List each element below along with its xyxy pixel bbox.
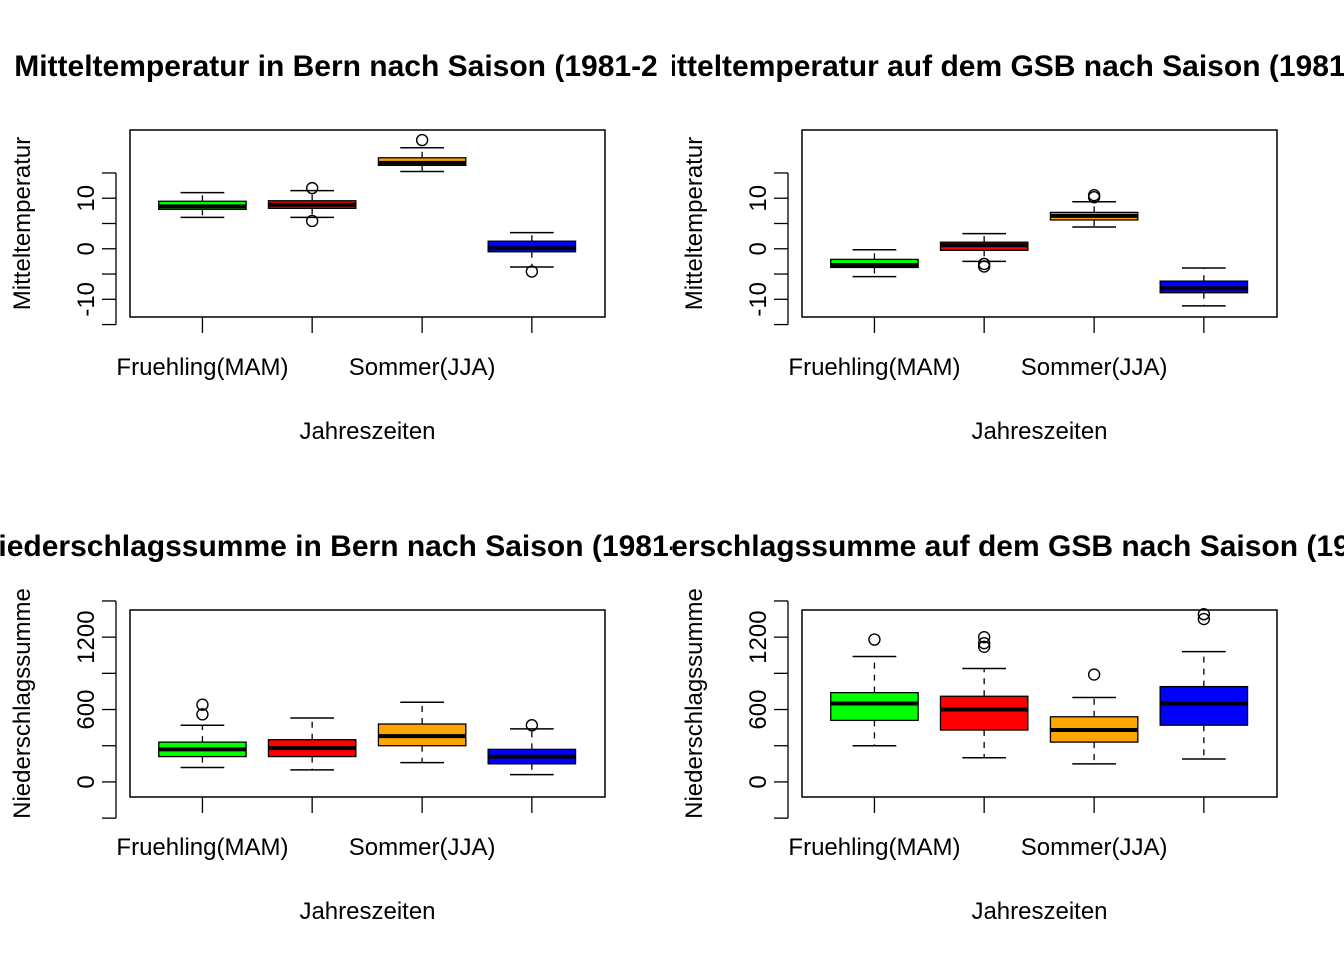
x-axis-label: Jahreszeiten — [299, 898, 435, 925]
outlier-point — [196, 708, 209, 721]
box-4 — [487, 231, 577, 278]
outlier-point — [977, 640, 991, 653]
x-tick-label: Sommer(JJA) — [349, 354, 496, 381]
y-tick-label: 10 — [73, 185, 100, 212]
box-4 — [487, 719, 577, 776]
box-2 — [939, 630, 1029, 759]
y-tick-label: 0 — [73, 242, 100, 255]
box-1 — [158, 191, 247, 219]
chart-panel-4: Niederschlagssumme auf dem GSB nach Sais… — [606, 530, 1344, 925]
y-tick-label: 600 — [73, 690, 100, 730]
outlier-point — [977, 260, 991, 273]
x-tick-label: Fruehling(MAM) — [788, 834, 960, 861]
box-iqr — [939, 695, 1029, 731]
y-tick-label: -10 — [73, 282, 100, 317]
y-tick-label: 1200 — [745, 610, 772, 663]
y-tick-label: 0 — [745, 775, 772, 788]
x-axis: Fruehling(MAM) Sommer(JJA) — [116, 797, 533, 861]
chart-title: Niederschlagssumme auf dem GSB nach Sais… — [606, 530, 1344, 563]
box-2 — [939, 232, 1029, 273]
chart-panel-3: Niederschlagssumme in Bern nach Saison (… — [0, 530, 695, 925]
outlier-point — [977, 257, 991, 271]
y-axis-label: Niederschlagssumme — [9, 588, 36, 819]
y-tick-label: 10 — [745, 185, 772, 212]
y-axis: -10 0 10 — [745, 172, 789, 326]
outlier-point — [1197, 608, 1211, 621]
chart-title: Mitteltemperatur in Bern nach Saison (19… — [14, 50, 658, 83]
outlier-point — [525, 719, 539, 732]
box-iqr — [830, 691, 919, 722]
box-iqr — [1159, 685, 1249, 726]
box-3 — [1049, 668, 1139, 765]
box-1 — [830, 249, 919, 278]
x-axis-label: Jahreszeiten — [971, 418, 1107, 445]
y-axis-label: Mitteltemperatur — [9, 137, 36, 310]
y-axis-label: Niederschlagssumme — [681, 588, 708, 819]
outlier-point — [868, 633, 881, 646]
outlier-point — [1087, 188, 1101, 202]
box-3 — [377, 133, 467, 173]
chart-panel-2: Mitteltemperatur auf dem GSB nach Saison… — [644, 50, 1344, 445]
box-2 — [267, 717, 357, 771]
x-axis-label: Jahreszeiten — [971, 898, 1107, 925]
box-3 — [1049, 188, 1139, 228]
x-tick-label: Sommer(JJA) — [1021, 354, 1168, 381]
box-4 — [1159, 608, 1249, 760]
x-axis: Fruehling(MAM) Sommer(JJA) — [788, 317, 1205, 381]
x-axis: Fruehling(MAM) Sommer(JJA) — [116, 317, 533, 381]
plot-frame — [129, 129, 606, 318]
x-tick-label: Fruehling(MAM) — [116, 834, 288, 861]
y-axis: -10 0 10 — [73, 172, 117, 326]
outlier-point — [305, 214, 319, 228]
box-4 — [1159, 267, 1249, 307]
chart-panel-1: Mitteltemperatur in Bern nach Saison (19… — [9, 50, 658, 445]
y-tick-label: 0 — [73, 775, 100, 788]
box-1 — [830, 633, 919, 747]
x-axis-label: Jahreszeiten — [299, 418, 435, 445]
outlier-point — [196, 698, 209, 711]
x-axis: Fruehling(MAM) Sommer(JJA) — [788, 797, 1205, 861]
plot-frame — [129, 609, 606, 798]
x-tick-label: Sommer(JJA) — [1021, 834, 1168, 861]
plot-frame — [801, 129, 1278, 318]
y-axis: 0 600 1200 — [745, 600, 789, 819]
x-tick-label: Fruehling(MAM) — [116, 354, 288, 381]
x-tick-label: Fruehling(MAM) — [788, 354, 960, 381]
x-tick-label: Sommer(JJA) — [349, 834, 496, 861]
y-axis-label: Mitteltemperatur — [681, 137, 708, 310]
outlier-point — [977, 630, 991, 644]
plot-frame — [801, 609, 1278, 798]
y-axis: 0 600 1200 — [73, 600, 117, 819]
outlier-point — [1087, 668, 1101, 681]
y-tick-label: 0 — [745, 242, 772, 255]
box-3 — [377, 701, 467, 764]
outlier-point — [1197, 612, 1211, 626]
y-tick-label: -10 — [745, 282, 772, 317]
outlier-point — [415, 133, 429, 147]
outlier-point — [305, 181, 319, 195]
chart-title: Mitteltemperatur auf dem GSB nach Saison… — [644, 50, 1344, 83]
y-tick-label: 1200 — [73, 610, 100, 663]
outlier-point — [525, 265, 539, 278]
chart-title: Niederschlagssumme in Bern nach Saison (… — [0, 530, 695, 563]
outlier-point — [977, 636, 991, 650]
box-2 — [267, 181, 357, 228]
y-tick-label: 600 — [745, 690, 772, 730]
box-1 — [158, 698, 247, 769]
